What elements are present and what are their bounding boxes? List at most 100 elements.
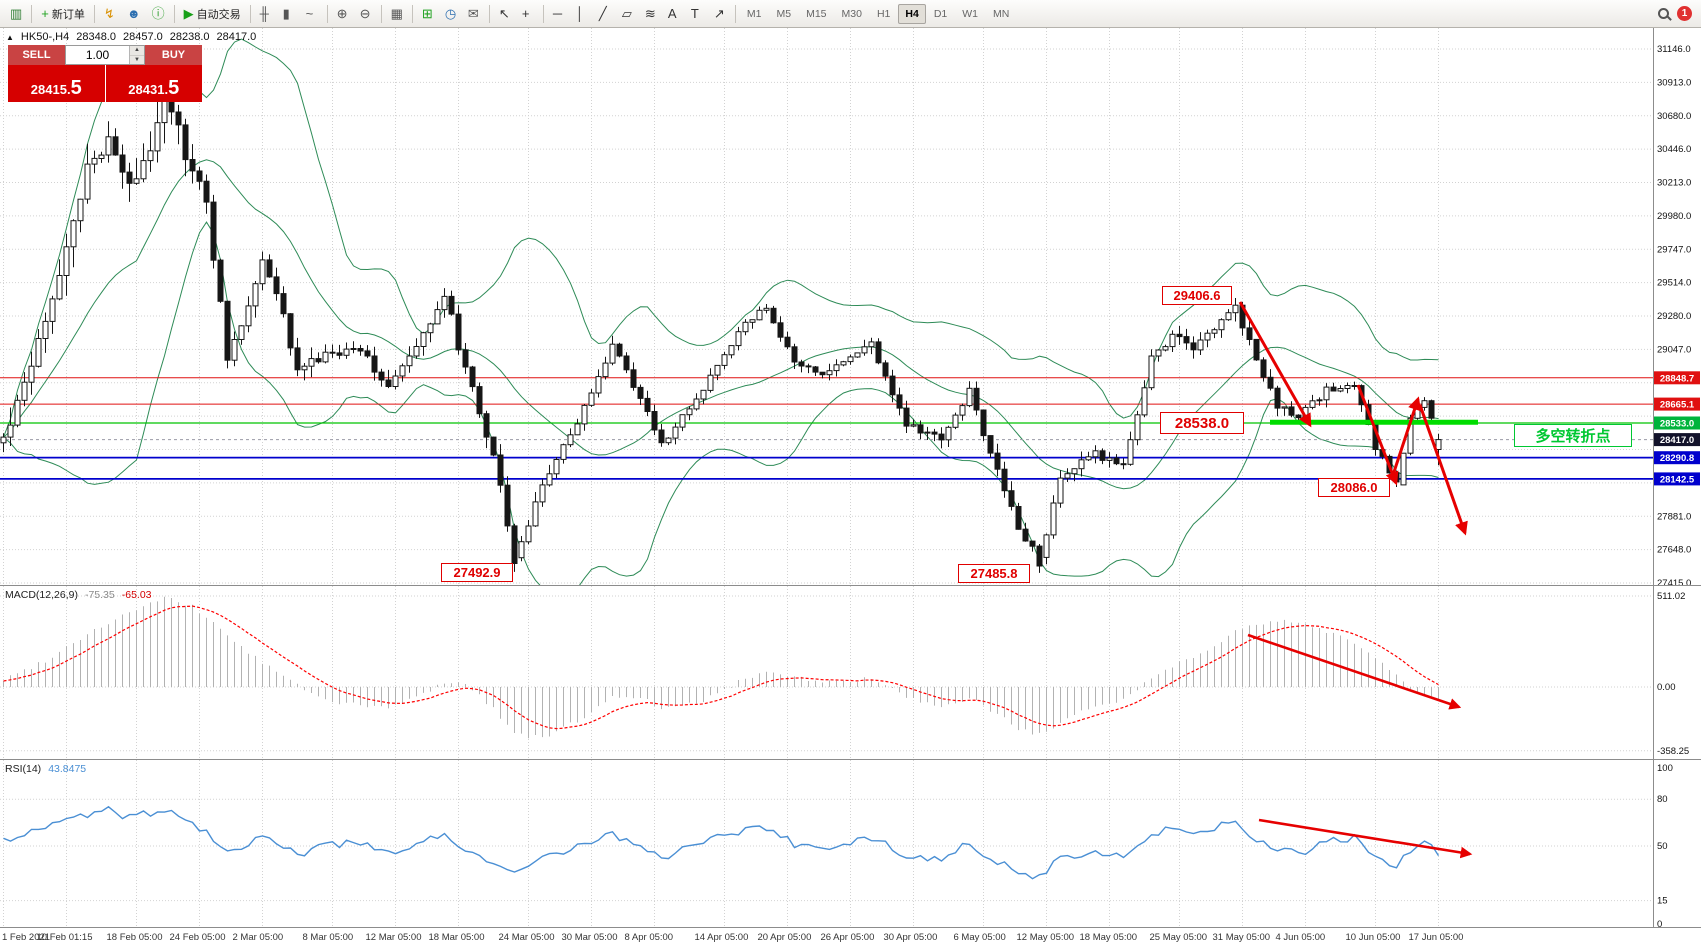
cursor-glyph: ↖ (498, 6, 510, 21)
period-icon[interactable]: ◷ (440, 3, 462, 25)
label-icon[interactable]: T (686, 3, 708, 25)
candlestick-chart-icon[interactable]: ▮ (278, 3, 300, 25)
zoom-in-icon[interactable]: ⊕ (332, 3, 354, 25)
toolbar-separator (93, 4, 95, 23)
autotrading-button[interactable]: ▶ 自动交易 (183, 6, 241, 21)
text-icon[interactable]: A (663, 3, 685, 25)
macd-panel[interactable]: 511.02 0.00 -358.25 MACD(12,26,9) -75.35 -… (0, 586, 1701, 759)
price-label-27485[interactable]: 27485.8 (958, 564, 1030, 583)
time-axis-label: 26 Apr 05:00 (820, 932, 875, 943)
channel-glyph: ▱ (621, 6, 632, 21)
toolbar-separator (249, 4, 251, 23)
rsi-svg[interactable]: 100 80 50 15 0 (0, 760, 1701, 927)
svg-text:28533.0: 28533.0 (1660, 419, 1694, 430)
price-label-28538[interactable]: 28538.0 (1160, 412, 1244, 434)
timeframe-m15[interactable]: M15 (806, 7, 827, 20)
volume-decrease-button[interactable]: ▼ (130, 55, 144, 64)
bollinger-lower (3, 221, 1439, 585)
turning-point-label[interactable]: 多空转折点 (1514, 424, 1632, 447)
fibonacci-icon[interactable]: ≋ (640, 3, 662, 25)
notification-badge[interactable]: 1 (1677, 6, 1692, 21)
indicators-icon[interactable]: ⊞ (417, 3, 439, 25)
svg-text:30446.0: 30446.0 (1657, 144, 1691, 155)
hline-icon[interactable]: ─ (548, 3, 570, 25)
ohlc-open: 28348.0 (76, 31, 116, 43)
alerts-icon[interactable]: ✉ (463, 3, 485, 25)
time-axis-label: 24 Feb 05:00 (169, 932, 226, 943)
indicators-glyph: ⊞ (421, 6, 433, 21)
buy-price-button[interactable]: 28431. 5 (105, 65, 202, 102)
volume-increase-button[interactable]: ▲ (130, 46, 144, 56)
toolbar-separator (411, 4, 413, 23)
timeframe-d1[interactable]: D1 (933, 7, 948, 20)
sell-price-button[interactable]: 28415. 5 (8, 65, 105, 102)
price-label-27492[interactable]: 27492.9 (441, 563, 513, 582)
new-chart-icon[interactable]: ▥ (5, 3, 27, 25)
price-label-29406[interactable]: 29406.6 (1162, 286, 1232, 305)
volume-input[interactable]: 1.00 ▲ ▼ (65, 45, 145, 65)
price-label-28086[interactable]: 28086.0 (1318, 478, 1390, 497)
ohlc-close: 28417.0 (216, 31, 257, 43)
trendline-icon[interactable]: ╱ (594, 3, 616, 25)
timeframe-m1[interactable]: M1 (746, 7, 762, 20)
timeframe-h1[interactable]: H1 (876, 7, 891, 20)
sell-price-main: 28415 (30, 81, 67, 97)
timeframe-m5[interactable]: M5 (776, 7, 792, 20)
buy-button[interactable]: BUY (145, 45, 202, 65)
svg-text:29747.0: 29747.0 (1657, 244, 1691, 255)
cursor-icon[interactable]: ↖ (494, 3, 516, 25)
svg-text:29980.0: 29980.0 (1657, 211, 1691, 222)
crosshair-icon[interactable]: + (517, 3, 539, 25)
svg-text:27648.0: 27648.0 (1657, 545, 1691, 556)
macd-histogram (3, 596, 1439, 739)
macd-value-main: -75.35 (84, 589, 115, 601)
arrow-icon[interactable]: ↗ (709, 3, 731, 25)
trend-arrows[interactable] (1238, 301, 1468, 536)
main-chart-panel[interactable]: 31146.0 30913.0 30680.0 30446.0 30213.0 29980… (0, 28, 1701, 585)
one-click-trading-panel: SELL 1.00 ▲ ▼ BUY 28415. 5 28431. 5 (8, 45, 202, 102)
tile-windows-icon[interactable]: ▦ (386, 3, 408, 25)
timeframe-h4[interactable]: H4 (898, 3, 926, 24)
zoom-in-glyph: ⊕ (336, 6, 348, 21)
time-axis[interactable]: 1 Feb 2021 10 Feb 01:15 18 Feb 05:00 24 Feb… (0, 927, 1701, 950)
rsi-value: 43.8475 (48, 763, 87, 775)
panel-divider[interactable] (0, 759, 1701, 760)
macd-grid: 511.02 0.00 -358.25 (0, 586, 1689, 759)
macd-header: MACD(12,26,9) -75.35 -65.03 (5, 589, 152, 601)
zoom-out-icon[interactable]: ⊖ (355, 3, 377, 25)
ohlc-high: 28457.0 (122, 31, 163, 43)
time-axis-label: 18 May 05:00 (1079, 932, 1138, 943)
bollinger-bands (3, 38, 1439, 585)
volume-value[interactable]: 1.00 (85, 48, 110, 62)
macd-svg[interactable]: 511.02 0.00 -358.25 (0, 586, 1701, 759)
panel-divider[interactable] (0, 585, 1701, 586)
timeframe-m30[interactable]: M30 (841, 7, 862, 20)
timeframe-mn[interactable]: MN (993, 7, 1010, 20)
navigator-icon[interactable]: ☻ (122, 3, 146, 25)
vline-icon[interactable]: │ (571, 3, 593, 25)
strategy-tester-icon[interactable]: ↯ (99, 3, 121, 25)
svg-text:29047.0: 29047.0 (1657, 344, 1691, 355)
search-icon[interactable] (1658, 8, 1669, 19)
svg-text:28665.1: 28665.1 (1660, 400, 1695, 411)
svg-text:30680.0: 30680.0 (1657, 111, 1691, 122)
price-axis[interactable]: 31146.0 30913.0 30680.0 30446.0 30213.0 29980… (1657, 44, 1691, 585)
line-chart-icon[interactable]: ~ (301, 3, 323, 25)
time-axis-label: 6 May 05:00 (953, 932, 1006, 943)
rsi-panel[interactable]: 100 80 50 15 0 RSI(14) 43.8475 (0, 760, 1701, 927)
macd-trend-arrow[interactable] (1247, 633, 1462, 710)
timeframe-w1[interactable]: W1 (962, 7, 979, 20)
navigator-glyph: ☻ (126, 6, 141, 21)
alerts-glyph: ✉ (467, 6, 479, 21)
terminal-icon[interactable]: ⓘ (147, 3, 170, 25)
channel-icon[interactable]: ▱ (617, 3, 639, 25)
hline-glyph: ─ (552, 6, 563, 21)
bar-chart-icon[interactable]: ╫ (255, 3, 277, 25)
sell-button[interactable]: SELL (8, 45, 65, 65)
rsi-trend-arrow[interactable] (1258, 818, 1473, 859)
candlestick-chart-glyph: ▮ (282, 6, 290, 21)
new-order-button[interactable]: + 新订单 (41, 6, 85, 21)
main-chart-svg[interactable]: 31146.0 30913.0 30680.0 30446.0 30213.0 29980… (0, 28, 1701, 585)
svg-text:27415.0: 27415.0 (1657, 578, 1691, 585)
zoom-out-glyph: ⊖ (359, 6, 371, 21)
